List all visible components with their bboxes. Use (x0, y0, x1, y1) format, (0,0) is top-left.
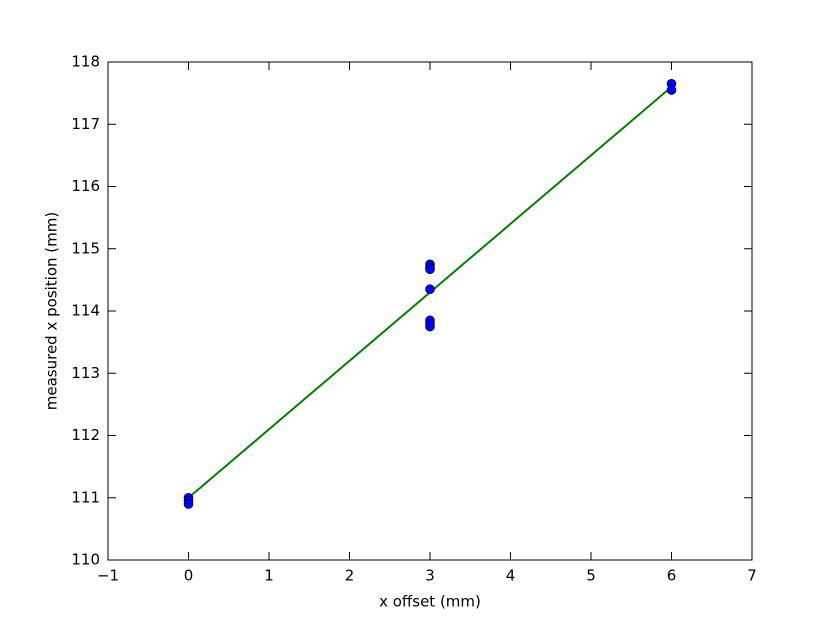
x-tick-label: 1 (264, 567, 274, 585)
x-tick-label: −1 (97, 567, 119, 585)
data-point (425, 284, 435, 295)
x-tick-label: 3 (425, 567, 435, 585)
y-tick-label: 112 (71, 426, 100, 444)
y-tick-label: 116 (71, 177, 100, 195)
y-tick-label: 113 (71, 364, 100, 382)
data-point (425, 321, 435, 332)
data-point (666, 85, 677, 95)
x-tick-label: 6 (667, 567, 677, 585)
y-tick-label: 114 (71, 302, 100, 320)
x-tick-label: 5 (586, 567, 596, 585)
x-axis-label: x offset (mm) (379, 593, 481, 611)
data-point (183, 499, 194, 509)
y-tick-label: 118 (71, 53, 100, 71)
y-tick-label: 111 (71, 488, 100, 506)
x-tick-label: 4 (506, 567, 516, 585)
x-tick-label: 7 (747, 567, 757, 585)
data-point (425, 264, 435, 275)
y-tick-label: 115 (71, 239, 100, 257)
y-axis-label: measured x position (mm) (43, 212, 61, 410)
x-tick-label: 2 (345, 567, 355, 585)
x-tick-label: 0 (184, 567, 194, 585)
y-tick-label: 117 (71, 115, 100, 133)
y-tick-label: 110 (71, 551, 100, 569)
